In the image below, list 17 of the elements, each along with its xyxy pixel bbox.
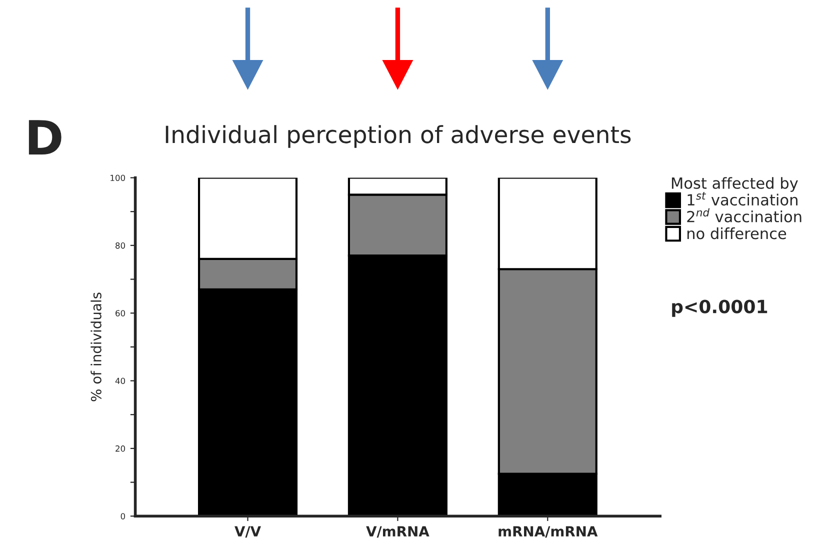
- legend-label: 1$^{st}$ vaccination: [688, 192, 798, 206]
- y-tick-label: 100: [110, 174, 126, 182]
- legend-label: no difference: [687, 227, 786, 240]
- chart-title: Individual perception of adverse events: [166, 125, 631, 148]
- text: D: [28, 120, 62, 155]
- text: p<0.0001: [672, 300, 768, 317]
- x-tick-label: V/mRNA: [366, 526, 430, 538]
- y-tick-label: 60: [116, 310, 126, 316]
- y-tick-label: 0: [120, 513, 126, 520]
- y-tick-label: 40: [115, 378, 126, 384]
- y-tick-label: 20: [116, 445, 126, 452]
- legend-label: 2$^{nd}$ vaccination: [687, 208, 802, 222]
- legend-title: Most affected by: [672, 177, 798, 192]
- x-tick-label: V/V: [234, 526, 261, 538]
- y-axis-title: % of individuals: [90, 292, 102, 402]
- x-tick-label: mRNA/mRNA: [498, 526, 598, 538]
- y-tick-label: 80: [116, 242, 126, 249]
